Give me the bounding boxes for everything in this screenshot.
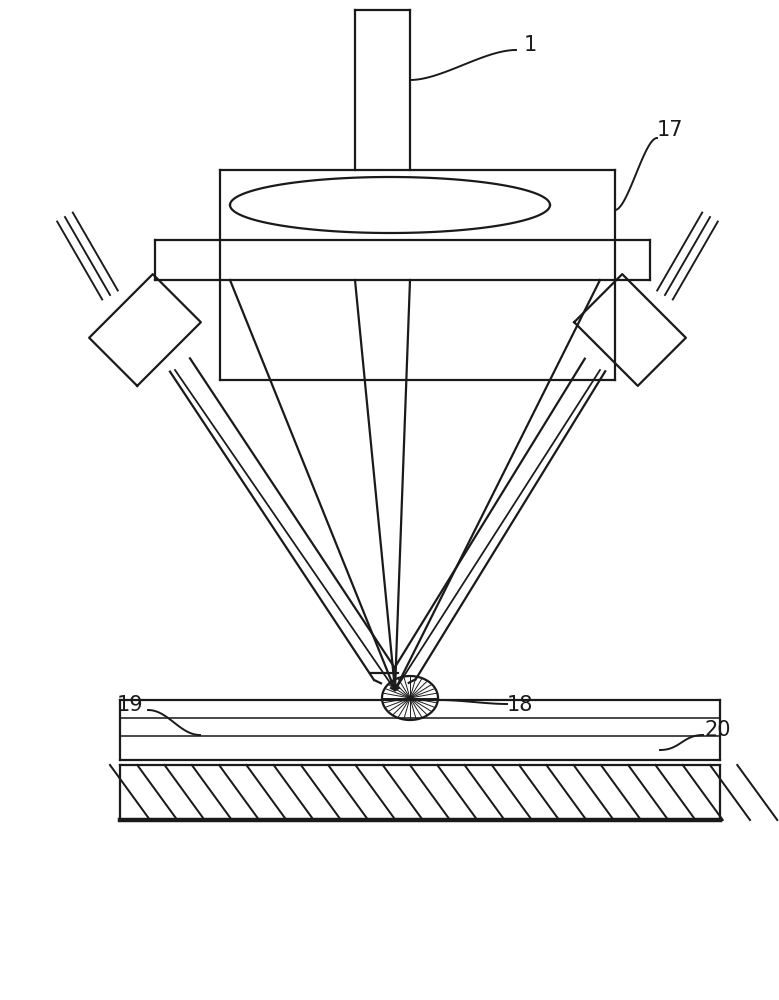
Text: 17: 17 (657, 120, 683, 140)
Text: 18: 18 (507, 695, 533, 715)
Text: 20: 20 (705, 720, 731, 740)
Text: 1: 1 (523, 35, 537, 55)
Text: 19: 19 (117, 695, 143, 715)
